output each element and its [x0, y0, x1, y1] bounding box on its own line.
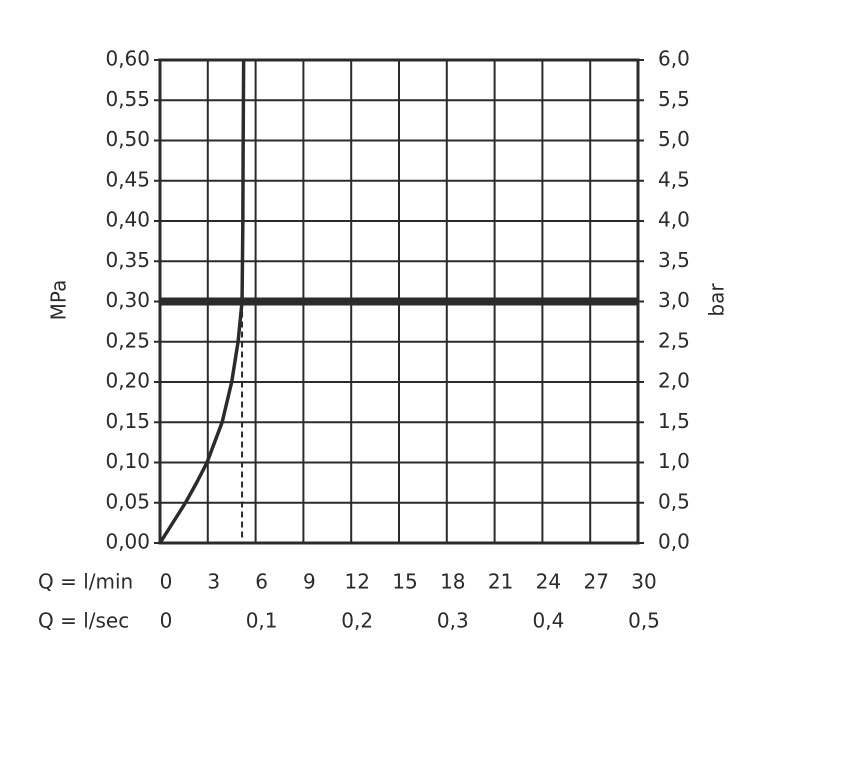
x2-tick-label: 0,2	[341, 609, 373, 633]
y2-tick-label: 5,0	[658, 127, 690, 151]
x-tick-label: 3	[207, 570, 220, 594]
x-tick-label: 21	[488, 570, 513, 594]
y2-tick-label: 2,0	[658, 369, 690, 393]
y2-tick-label: 4,0	[658, 208, 690, 232]
y-tick-label: 0,00	[105, 530, 150, 554]
y2-tick-label: 2,5	[658, 328, 690, 352]
x2-axis-label: Q = l/sec	[38, 609, 129, 633]
x-tick-label: 0	[160, 570, 173, 594]
x2-tick-label: 0,4	[532, 609, 564, 633]
y2-tick-label: 3,0	[658, 288, 690, 312]
y2-tick-label: 1,0	[658, 449, 690, 473]
y-tick-label: 0,40	[105, 208, 150, 232]
y-tick-label: 0,10	[105, 449, 150, 473]
x-tick-label: 27	[583, 570, 608, 594]
y-tick-label: 0,25	[105, 328, 150, 352]
y-axis-label: MPa	[47, 280, 71, 321]
x2-tick-label: 0,1	[246, 609, 278, 633]
x2-tick-label: 0	[160, 609, 173, 633]
y2-tick-label: 0,5	[658, 489, 690, 513]
y-tick-label: 0,60	[105, 47, 150, 71]
y-tick-label: 0,30	[105, 288, 150, 312]
x2-tick-label: 0,3	[437, 609, 469, 633]
y2-tick-label: 3,5	[658, 248, 690, 272]
x-tick-label: 24	[536, 570, 561, 594]
y-tick-label: 0,15	[105, 409, 150, 433]
y-tick-label: 0,50	[105, 127, 150, 151]
y2-tick-label: 0,0	[658, 530, 690, 554]
y-tick-label: 0,05	[105, 489, 150, 513]
y-tick-label: 0,20	[105, 369, 150, 393]
y-tick-label: 0,45	[105, 167, 150, 191]
x-tick-label: 18	[440, 570, 465, 594]
y2-axis-label: bar	[705, 283, 729, 317]
y-tick-label: 0,55	[105, 87, 150, 111]
x2-tick-label: 0,5	[628, 609, 660, 633]
x-tick-label: 9	[303, 570, 316, 594]
y2-tick-label: 4,5	[658, 167, 690, 191]
x-tick-label: 30	[631, 570, 656, 594]
flow-curve	[158, 59, 246, 544]
y2-tick-label: 6,0	[658, 47, 690, 71]
x-axis-label: Q = l/min	[38, 570, 133, 594]
y2-tick-label: 1,5	[658, 409, 690, 433]
y2-tick-label: 5,5	[658, 87, 690, 111]
y-tick-label: 0,35	[105, 248, 150, 272]
x-tick-label: 12	[344, 570, 369, 594]
x-tick-label: 15	[392, 570, 417, 594]
x-tick-label: 6	[255, 570, 268, 594]
